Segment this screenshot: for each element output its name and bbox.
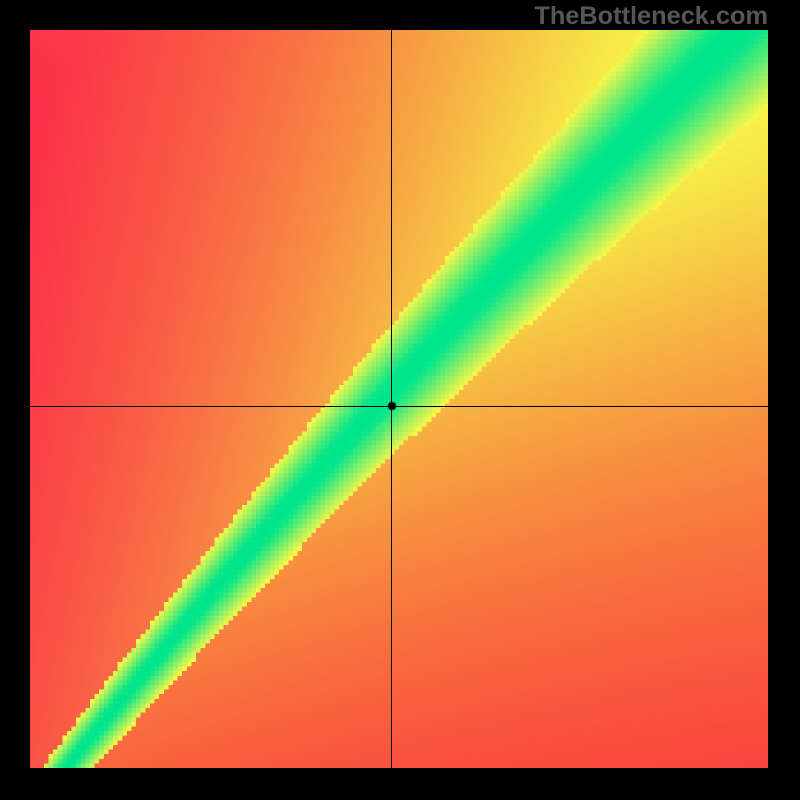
crosshair-marker — [387, 401, 397, 411]
crosshair-horizontal — [30, 406, 768, 407]
crosshair-vertical — [391, 30, 392, 768]
bottleneck-heatmap — [30, 30, 768, 768]
watermark-text: TheBottleneck.com — [534, 2, 768, 31]
chart-container: TheBottleneck.com — [0, 0, 800, 800]
